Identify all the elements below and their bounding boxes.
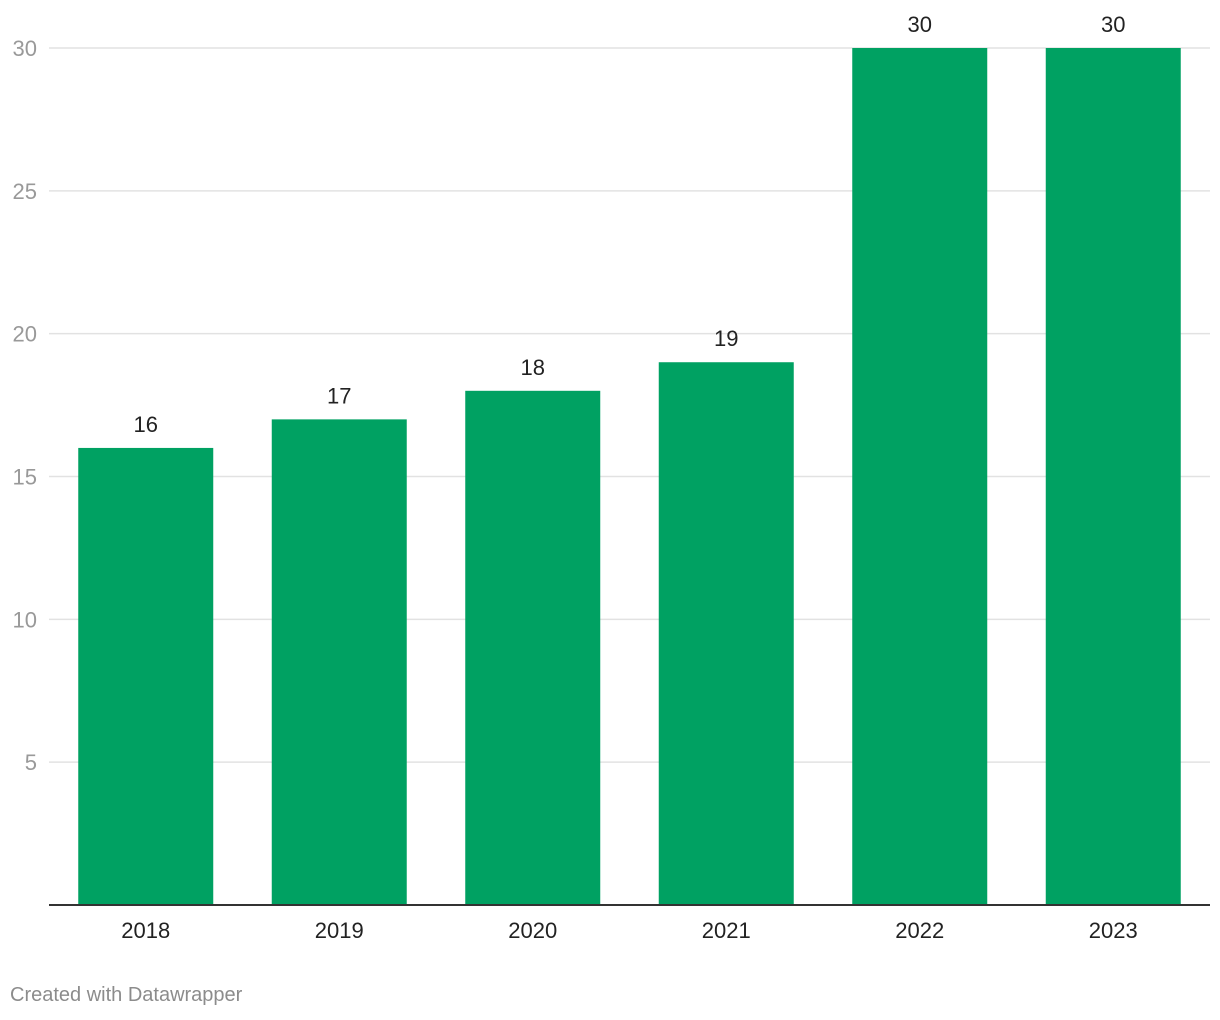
data-label-2021: 19: [714, 326, 738, 351]
y-axis-tick-labels: 5 10 15 20 25 30: [13, 36, 37, 775]
bar-2021[interactable]: [658, 362, 794, 905]
data-label-2020: 18: [521, 355, 545, 380]
data-label-2022: 30: [908, 12, 932, 37]
data-labels: 16 17 18 19 30 30: [134, 12, 1126, 437]
x-tick-label-2022: 2022: [895, 918, 944, 943]
credit-text[interactable]: Created with Datawrapper: [10, 984, 243, 1006]
x-tick-label-2021: 2021: [702, 918, 751, 943]
x-tick-label-2019: 2019: [315, 918, 364, 943]
y-tick-label: 25: [13, 179, 37, 204]
x-tick-label-2020: 2020: [508, 918, 557, 943]
y-tick-label: 20: [13, 322, 37, 347]
y-tick-label: 30: [13, 36, 37, 61]
bar-2019[interactable]: [271, 419, 407, 905]
bar-2020[interactable]: [465, 390, 601, 905]
gridlines: [49, 47, 1210, 763]
x-tick-label-2023: 2023: [1089, 918, 1138, 943]
bar-2018[interactable]: [78, 447, 214, 905]
bar-2023[interactable]: [1045, 48, 1181, 905]
bar-2022[interactable]: [852, 48, 988, 905]
data-label-2019: 17: [327, 383, 351, 408]
y-tick-label: 10: [13, 607, 37, 632]
data-label-2018: 16: [134, 412, 158, 437]
y-tick-label: 15: [13, 465, 37, 490]
x-axis-tick-labels: 2018 2019 2020 2021 2022 2023: [121, 918, 1137, 943]
bars: [78, 48, 1181, 905]
x-tick-label-2018: 2018: [121, 918, 170, 943]
data-label-2023: 30: [1101, 12, 1125, 37]
y-tick-label: 5: [25, 750, 37, 775]
